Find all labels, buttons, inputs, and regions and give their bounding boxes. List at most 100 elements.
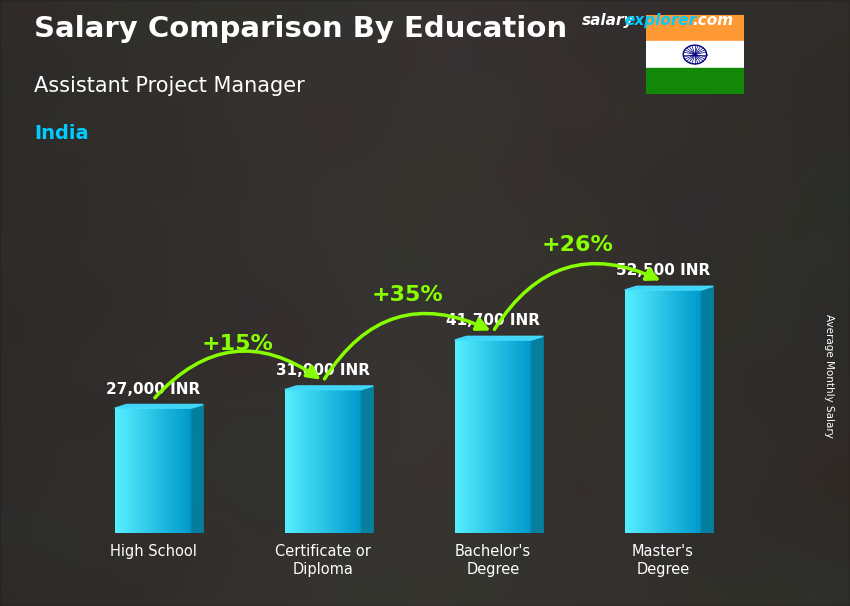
Bar: [699, 290, 701, 533]
Bar: [181, 408, 184, 533]
Bar: [295, 390, 298, 533]
Bar: [658, 290, 660, 533]
Bar: [336, 390, 338, 533]
Bar: [168, 408, 171, 533]
Bar: [688, 290, 691, 533]
Bar: [148, 408, 150, 533]
Bar: [524, 340, 526, 533]
Bar: [163, 408, 166, 533]
Text: 27,000 INR: 27,000 INR: [106, 382, 200, 396]
Bar: [640, 290, 643, 533]
Bar: [529, 340, 531, 533]
Bar: [285, 390, 287, 533]
Bar: [186, 408, 189, 533]
Bar: [475, 340, 478, 533]
Text: +26%: +26%: [542, 235, 614, 255]
Polygon shape: [625, 286, 713, 290]
Bar: [138, 408, 140, 533]
Polygon shape: [531, 336, 543, 533]
Bar: [176, 408, 178, 533]
Text: India: India: [34, 124, 88, 143]
Bar: [646, 41, 744, 68]
Bar: [303, 390, 305, 533]
Bar: [460, 340, 462, 533]
Bar: [650, 290, 653, 533]
Bar: [343, 390, 346, 533]
Text: 52,500 INR: 52,500 INR: [616, 264, 710, 278]
Bar: [645, 290, 648, 533]
Bar: [115, 408, 117, 533]
Bar: [310, 390, 313, 533]
Bar: [632, 290, 635, 533]
Bar: [501, 340, 503, 533]
Bar: [516, 340, 518, 533]
Bar: [184, 408, 186, 533]
Bar: [483, 340, 485, 533]
Bar: [666, 290, 668, 533]
Bar: [526, 340, 529, 533]
Bar: [122, 408, 125, 533]
Bar: [320, 390, 323, 533]
Bar: [356, 390, 359, 533]
Bar: [468, 340, 470, 533]
Bar: [643, 290, 645, 533]
Bar: [128, 408, 130, 533]
Bar: [691, 290, 694, 533]
Bar: [298, 390, 300, 533]
Bar: [333, 390, 336, 533]
Bar: [521, 340, 524, 533]
Text: 31,000 INR: 31,000 INR: [276, 363, 370, 378]
Text: .com: .com: [693, 13, 734, 28]
Polygon shape: [191, 404, 203, 533]
Polygon shape: [115, 404, 203, 408]
Polygon shape: [285, 386, 373, 390]
Bar: [153, 408, 156, 533]
Bar: [117, 408, 120, 533]
Bar: [694, 290, 696, 533]
Bar: [655, 290, 658, 533]
Bar: [498, 340, 501, 533]
Bar: [462, 340, 465, 533]
Bar: [178, 408, 181, 533]
Bar: [663, 290, 666, 533]
Bar: [646, 15, 744, 41]
Bar: [490, 340, 493, 533]
Bar: [326, 390, 328, 533]
Bar: [625, 290, 627, 533]
Text: Salary Comparison By Education: Salary Comparison By Education: [34, 15, 567, 43]
Bar: [351, 390, 354, 533]
Bar: [673, 290, 676, 533]
Bar: [513, 340, 516, 533]
Bar: [346, 390, 348, 533]
Bar: [627, 290, 630, 533]
Bar: [328, 390, 331, 533]
Bar: [470, 340, 473, 533]
Text: Assistant Project Manager: Assistant Project Manager: [34, 76, 305, 96]
Bar: [341, 390, 343, 533]
Bar: [125, 408, 127, 533]
Bar: [287, 390, 290, 533]
Bar: [493, 340, 496, 533]
Bar: [683, 290, 686, 533]
Bar: [145, 408, 148, 533]
Polygon shape: [701, 286, 713, 533]
Bar: [480, 340, 483, 533]
Bar: [290, 390, 292, 533]
Bar: [496, 340, 498, 533]
Bar: [465, 340, 468, 533]
Bar: [508, 340, 511, 533]
Bar: [638, 290, 640, 533]
Bar: [506, 340, 508, 533]
Text: salary: salary: [582, 13, 635, 28]
Bar: [135, 408, 138, 533]
Bar: [478, 340, 480, 533]
Bar: [488, 340, 490, 533]
Bar: [308, 390, 310, 533]
Bar: [305, 390, 308, 533]
Bar: [671, 290, 673, 533]
Bar: [359, 390, 361, 533]
Bar: [648, 290, 650, 533]
Bar: [313, 390, 315, 533]
Bar: [173, 408, 176, 533]
Bar: [518, 340, 521, 533]
